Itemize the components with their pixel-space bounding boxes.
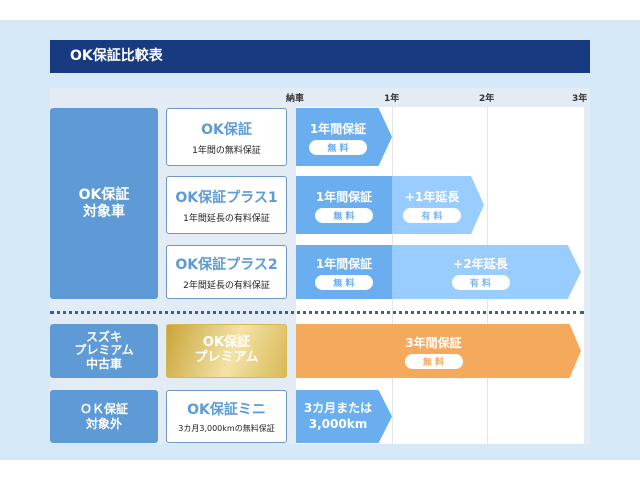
badge-paid: 有 料 (451, 274, 510, 290)
bar-label: 1年間保証 (315, 256, 373, 271)
bar-label: 1年間保証 (309, 121, 367, 136)
bar-free-1yr: 1年間保証無 料 (296, 176, 392, 234)
timeline-label: 納車 (286, 94, 305, 104)
category-suzuki-premium: スズキ プレミアム 中古車 (50, 324, 158, 378)
bar-label: 3カ月または 3,000km (303, 400, 373, 431)
bar-premium-3yr: 3年間保証無 料 (296, 324, 581, 378)
plan-ok-plus1: OK保証プラス1 1年間延長の有料保証 (166, 176, 287, 234)
plan-desc: 1年間延長の有料保証 (183, 213, 270, 224)
plan-ok-mini: OK保証ミニ 3カ月3,000kmの無料保証 (166, 390, 287, 443)
bar-free-1yr: 1年間保証無 料 (296, 245, 392, 299)
category-not-covered: ＯＫ保証 対象外 (50, 390, 158, 443)
plan-ok-premium: OK保証 プレミアム (166, 324, 287, 378)
plan-name: OK保証ミニ (187, 402, 266, 418)
bar-free-1yr: 1年間保証無 料 (296, 108, 392, 166)
plan-desc: 1年間の無料保証 (192, 145, 261, 156)
plan-desc: 3カ月3,000kmの無料保証 (178, 424, 275, 433)
badge-paid: 有 料 (403, 207, 461, 223)
bar-label: 1年間保証 (315, 189, 373, 204)
plan-name: OK保証プラス1 (175, 189, 278, 206)
bar-label: +1年延長 (404, 189, 460, 204)
page-title: OK保証比較表 (50, 40, 590, 73)
timeline-label: 3年 (572, 94, 588, 104)
bar-label: 3年間保証 (405, 335, 462, 350)
bar-mini: 3カ月または 3,000km (296, 390, 392, 443)
timeline-label: 1年 (384, 94, 400, 104)
bar-label: +2年延長 (453, 256, 508, 271)
timeline-label: 2年 (479, 94, 495, 104)
badge-free: 無 料 (315, 207, 373, 223)
badge-free: 無 料 (404, 353, 463, 369)
plan-ok: OK保証 1年間の無料保証 (166, 108, 287, 166)
badge-free: 無 料 (309, 139, 367, 155)
divider (50, 311, 584, 314)
badge-free: 無 料 (315, 274, 373, 290)
bar-paid-ext2: +2年延長有 料 (392, 245, 581, 299)
plan-name: OK保証 (201, 121, 252, 138)
plan-name: OK保証 プレミアム (194, 335, 259, 365)
bar-paid-ext1: +1年延長有 料 (392, 176, 484, 234)
plan-desc: 2年間延長の有料保証 (183, 280, 270, 291)
plan-ok-plus2: OK保証プラス2 2年間延長の有料保証 (166, 245, 287, 299)
plan-name: OK保証プラス2 (175, 256, 278, 273)
category-ok-covered: OK保証 対象車 (50, 108, 158, 299)
